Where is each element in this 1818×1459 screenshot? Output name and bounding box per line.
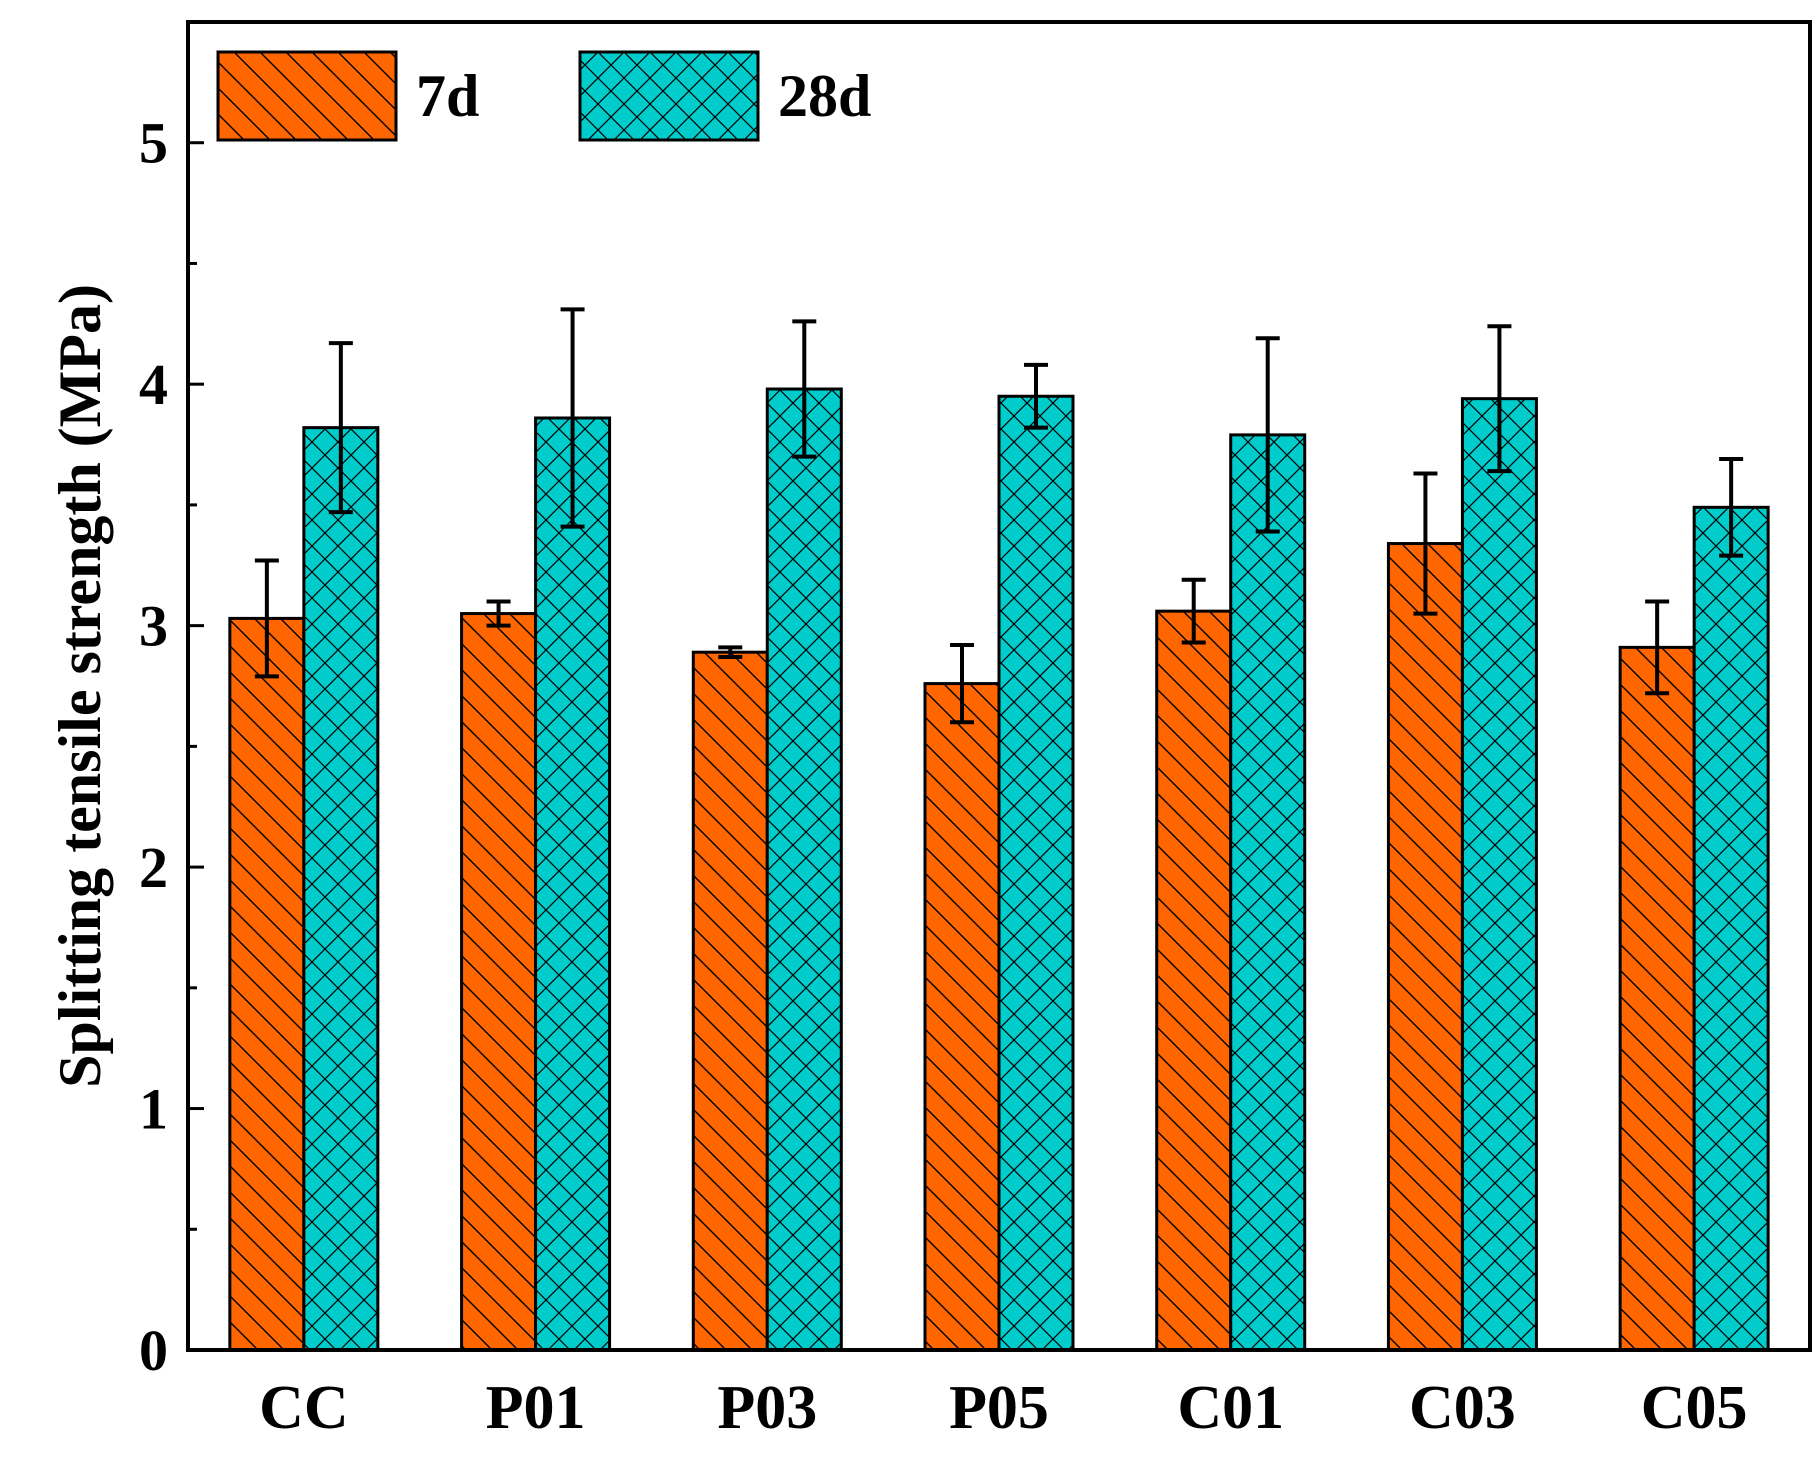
legend: 7d 28d	[216, 50, 871, 142]
legend-label-7d: 7d	[416, 63, 479, 129]
bar-28d-P05	[997, 394, 1075, 1352]
error-bar-7d-P03	[718, 645, 743, 660]
error-bar-7d-P01	[486, 599, 511, 628]
error-bar-28d-C03	[1487, 324, 1512, 474]
y-tick-label-5: 5	[139, 111, 168, 176]
x-tick-label-CC: CC	[259, 1374, 349, 1442]
legend-swatch-28d	[578, 50, 760, 142]
error-bar-7d-C03	[1413, 471, 1438, 616]
error-bar-28d-CC	[328, 341, 353, 515]
y-tick-label-4: 4	[139, 352, 168, 417]
y-tick-label-1: 1	[139, 1077, 168, 1142]
x-tick-label-P03: P03	[717, 1374, 817, 1442]
x-tick-label-P01: P01	[486, 1374, 586, 1442]
error-bar-28d-P03	[792, 319, 817, 459]
error-bar-28d-P05	[1024, 362, 1048, 430]
error-bar-7d-C05	[1645, 599, 1670, 696]
bar-7d-P05	[923, 682, 1001, 1352]
x-tick-label-C05: C05	[1641, 1374, 1748, 1442]
error-bar-28d-C05	[1719, 457, 1744, 558]
bar-7d-C03	[1386, 542, 1464, 1352]
bar-28d-P01	[534, 416, 612, 1352]
bar-7d-CC	[228, 616, 306, 1352]
bar-7d-P01	[460, 612, 538, 1352]
bar-28d-CC	[302, 426, 380, 1352]
bar-28d-C05	[1692, 505, 1770, 1352]
x-tick-label-C03: C03	[1409, 1374, 1516, 1442]
bar-7d-C05	[1618, 645, 1696, 1352]
error-bar-28d-C01	[1255, 336, 1280, 534]
bar-7d-P03	[691, 650, 769, 1352]
error-bar-7d-P05	[950, 642, 974, 725]
error-bar-7d-C01	[1181, 577, 1206, 645]
x-tick-label-P05: P05	[949, 1374, 1049, 1442]
error-bar-28d-P01	[560, 307, 585, 529]
y-tick-label-3: 3	[139, 594, 168, 659]
plot-frame	[186, 20, 1812, 1352]
y-tick-label-2: 2	[139, 835, 168, 900]
y-axis-title: Splitting tensile strength (MPa)	[47, 284, 113, 1088]
error-bar-7d-CC	[254, 558, 279, 679]
y-tick-label-0: 0	[139, 1318, 168, 1383]
bar-28d-C01	[1229, 433, 1307, 1352]
bar-28d-P03	[765, 387, 843, 1352]
x-tick-label-C01: C01	[1177, 1374, 1284, 1442]
legend-label-28d: 28d	[778, 63, 871, 129]
bar-7d-C01	[1155, 609, 1233, 1352]
bar-28d-C03	[1460, 397, 1538, 1352]
legend-swatch-7d	[216, 50, 398, 142]
